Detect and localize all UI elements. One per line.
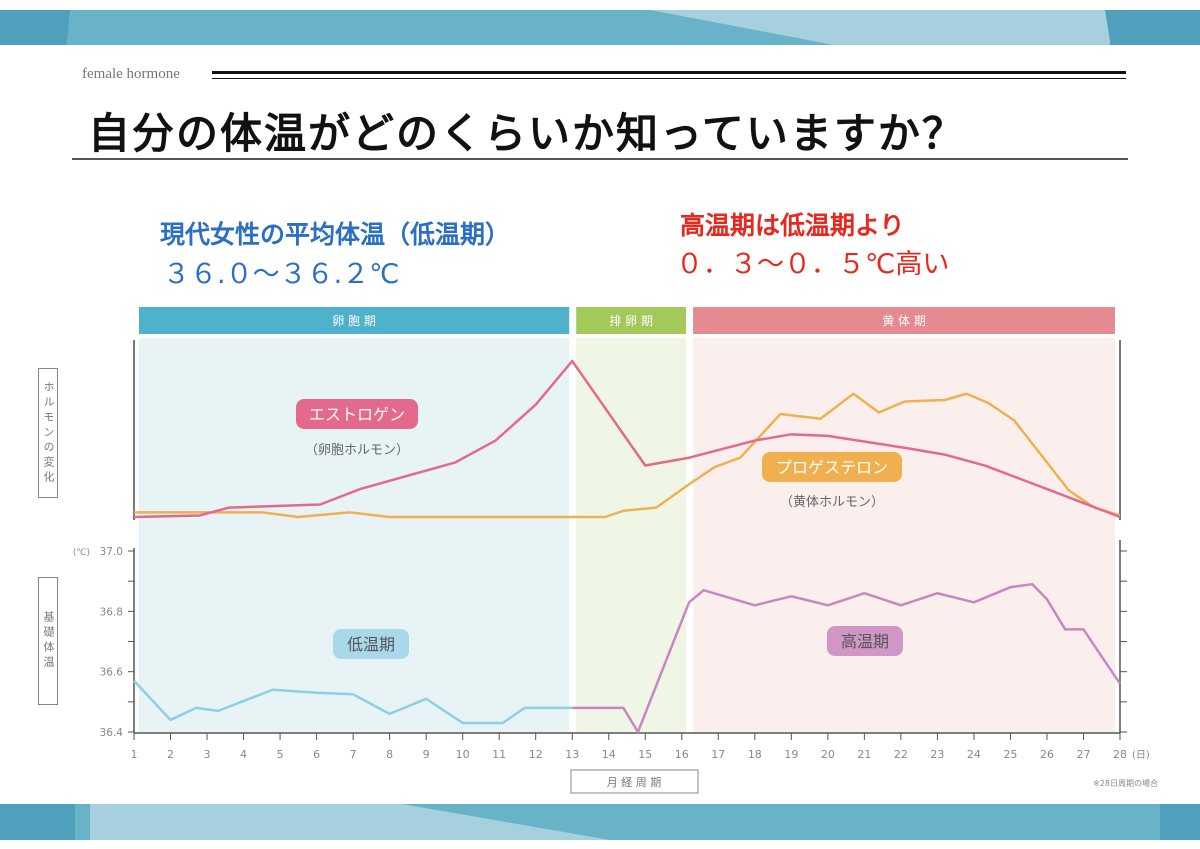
x-tick-label: 16 [675, 748, 689, 761]
x-tick-label: 1 [131, 748, 138, 761]
x-tick-label: 9 [423, 748, 430, 761]
phase-bg-luteal [693, 338, 1115, 732]
x-tick-label: 15 [638, 748, 652, 761]
phase-label-luteal: 黄 体 期 [882, 314, 926, 328]
x-tick-label: 8 [386, 748, 393, 761]
x-tick-label: 5 [277, 748, 284, 761]
x-tick-label: 27 [1076, 748, 1090, 761]
x-tick-label: 18 [748, 748, 762, 761]
x-tick-label: 4 [240, 748, 247, 761]
high-temp-badge [827, 626, 903, 656]
x-tick-label: 13 [565, 748, 579, 761]
x-tick-label: 14 [602, 748, 616, 761]
estrogen-badge [296, 399, 418, 429]
phase-bg-follicular [139, 338, 570, 732]
phase-label-ovulation: 排 卵 期 [609, 314, 653, 328]
y-tick-label: 37.0 [100, 546, 123, 558]
x-tick-label: 10 [456, 748, 470, 761]
progesterone-line [134, 392, 1121, 519]
cycle-note: ※28日周期の場合 [1093, 778, 1158, 788]
bottom-decor-band [0, 804, 1200, 840]
estrogen-label: エストロゲン [309, 405, 405, 424]
progesterone-sublabel: （黄体ホルモン） [780, 495, 884, 510]
phase-header-luteal [693, 307, 1115, 334]
x-tick-label: 6 [313, 748, 320, 761]
x-tick-label: 7 [350, 748, 357, 761]
x-tick-label: 26 [1040, 748, 1054, 761]
temp-ylabel-box: 基礎体温 [38, 577, 58, 705]
x-tick-label: 21 [857, 748, 871, 761]
page-title: 自分の体温がどのくらいか知っていますか？ [88, 109, 966, 158]
x-tick-label: 28 [1113, 748, 1127, 761]
high-temp-label: 高温期は低温期より [680, 211, 905, 240]
x-tick-label: 23 [930, 748, 944, 761]
x-tick-label: 2 [167, 748, 174, 761]
hormone-ylabel: ホルモンの変化 [42, 380, 55, 486]
low-temp-line [133, 679, 573, 725]
top-decor-band [0, 10, 1200, 45]
phase-bg-ovulation [576, 338, 687, 732]
average-temp-label: 現代女性の平均体温（低温期） [160, 220, 511, 249]
kicker-rule-thin [212, 78, 1126, 79]
phase-label-follicular: 卵 胞 期 [332, 314, 376, 328]
phase-header-ovulation [576, 307, 687, 334]
progesterone-label: プロゲステロン [776, 458, 888, 477]
low-temp-label: 低温期 [347, 635, 395, 654]
x-unit-label: (日) [1132, 750, 1150, 761]
y-tick-label: 36.8 [100, 606, 123, 618]
y-unit-label: (℃) [73, 548, 90, 558]
x-tick-label: 24 [967, 748, 981, 761]
title-rule [72, 158, 1128, 160]
kicker-label: female hormone [82, 66, 180, 82]
x-tick-label: 19 [784, 748, 798, 761]
xlabel-box [570, 769, 699, 794]
y-tick-label: 36.6 [100, 667, 124, 679]
x-tick-label: 11 [492, 748, 506, 761]
hormone-ylabel-box: ホルモンの変化 [38, 368, 58, 498]
high-temp-line [572, 582, 1122, 734]
temp-ylabel: 基礎体温 [42, 611, 55, 671]
kicker-rule [212, 71, 1126, 74]
x-axis-label: 月 経 周 期 [607, 776, 662, 789]
estrogen-sublabel: （卵胞ホルモン） [305, 443, 409, 458]
x-tick-label: 17 [711, 748, 725, 761]
high-temp-value: ０．３～０．５℃高い [676, 249, 950, 280]
average-temp-value: ３６.０～３６.２℃ [163, 259, 400, 290]
x-tick-label: 25 [1003, 748, 1017, 761]
estrogen-line [133, 359, 1121, 519]
high-temp-label: 高温期 [841, 632, 889, 651]
x-tick-label: 22 [894, 748, 908, 761]
x-tick-label: 12 [529, 748, 543, 761]
low-temp-badge [333, 629, 409, 659]
y-tick-label: 36.4 [100, 727, 124, 739]
x-tick-label: 20 [821, 748, 835, 761]
progesterone-badge [762, 452, 902, 482]
x-tick-label: 3 [204, 748, 211, 761]
phase-header-follicular [139, 307, 570, 334]
